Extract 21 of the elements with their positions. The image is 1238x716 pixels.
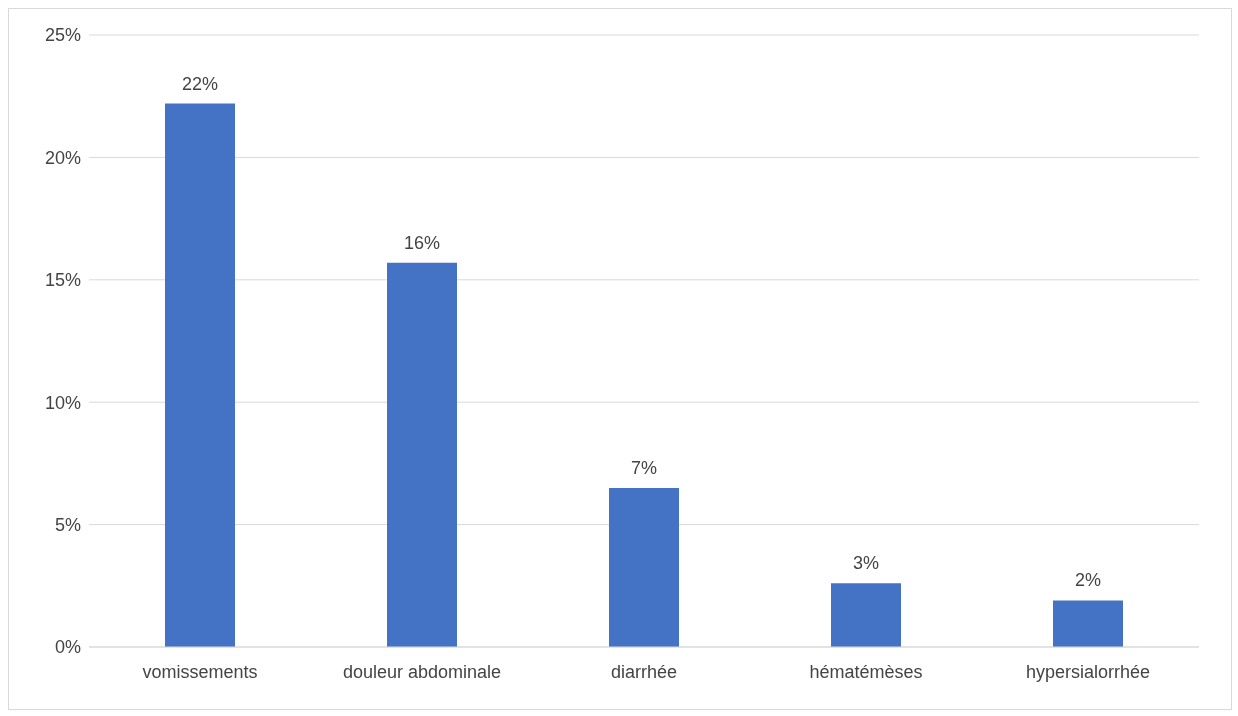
bar [831,583,901,647]
data-label: 22% [181,73,219,94]
y-tick-label: 20% [44,147,81,168]
x-tick-label: hématémèses [809,661,923,682]
x-tick-label: hypersialorrhée [1025,661,1151,682]
bar [165,103,235,647]
y-tick-label: 5% [54,514,81,535]
data-label: 7% [630,457,658,478]
data-label: 16% [403,232,441,253]
data-label: 3% [852,553,880,574]
data-label: 2% [1074,570,1102,591]
bar [609,487,679,647]
bar [387,262,457,647]
y-tick-label: 25% [44,25,81,46]
y-tick-label: 10% [44,392,81,413]
x-tick-label: diarrhée [610,661,678,682]
y-tick-label: 0% [54,637,81,658]
bar [1053,600,1123,647]
x-tick-label: vomissements [142,661,258,682]
y-tick-label: 15% [44,270,81,291]
x-tick-label: douleur abdominale [342,661,502,682]
